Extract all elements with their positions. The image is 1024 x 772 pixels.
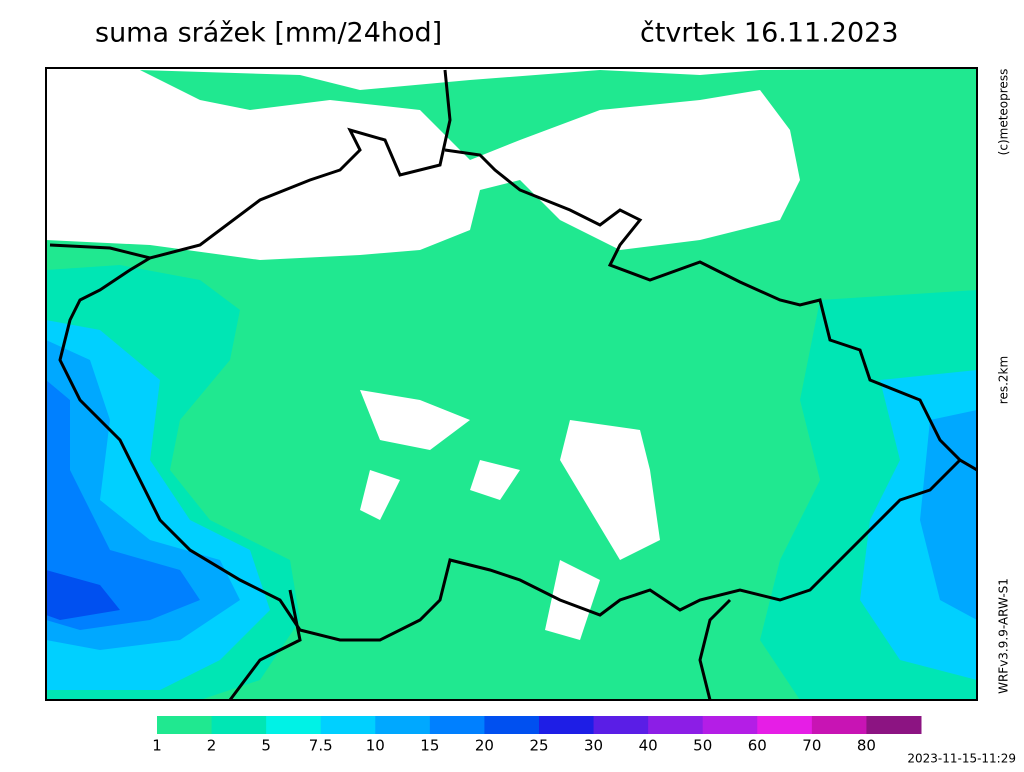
resolution-label: res.2km bbox=[997, 356, 1011, 404]
colorbar-swatch bbox=[211, 716, 267, 734]
precip-field bbox=[46, 68, 977, 700]
colorbar-label: 70 bbox=[802, 737, 821, 755]
colorbar-swatch bbox=[266, 716, 322, 734]
colorbar-label: 60 bbox=[748, 737, 767, 755]
colorbar-swatch bbox=[429, 716, 485, 734]
colorbar-label: 15 bbox=[420, 737, 439, 755]
colorbar-swatch bbox=[648, 716, 704, 734]
colorbar-swatch bbox=[593, 716, 649, 734]
colorbar-label: 80 bbox=[857, 737, 876, 755]
colorbar-label: 20 bbox=[475, 737, 494, 755]
colorbar-swatch bbox=[539, 716, 595, 734]
map-date: čtvrtek 16.11.2023 bbox=[640, 18, 899, 49]
colorbar-swatch bbox=[702, 716, 758, 734]
map-frame bbox=[45, 67, 978, 701]
colorbar-label: 5 bbox=[261, 737, 271, 755]
model-label: WRFv3.9.9-ARW-S1 bbox=[997, 578, 1011, 694]
colorbar-swatch bbox=[757, 716, 813, 734]
colorbar: 1 2 5 7.5 10 15 20 25 30 40 50 60 70 80 bbox=[152, 716, 922, 755]
colorbar-label: 25 bbox=[529, 737, 548, 755]
colorbar-swatch bbox=[866, 716, 922, 734]
colorbar-label: 1 bbox=[152, 737, 162, 755]
map-title: suma srážek [mm/24hod] bbox=[95, 18, 442, 49]
colorbar-swatch bbox=[320, 716, 376, 734]
colorbar-label: 50 bbox=[693, 737, 712, 755]
colorbar-label: 10 bbox=[366, 737, 385, 755]
timestamp: 2023-11-15-11:29 bbox=[907, 752, 1016, 766]
copyright-label: (c)meteopress bbox=[997, 69, 1011, 156]
colorbar-label: 30 bbox=[584, 737, 603, 755]
colorbar-swatch bbox=[811, 716, 867, 734]
colorbar-swatch bbox=[375, 716, 431, 734]
colorbar-label: 40 bbox=[639, 737, 658, 755]
colorbar-label: 2 bbox=[207, 737, 217, 755]
colorbar-swatch bbox=[484, 716, 540, 734]
colorbar-label: 7.5 bbox=[309, 737, 333, 755]
colorbar-swatch bbox=[157, 716, 213, 734]
